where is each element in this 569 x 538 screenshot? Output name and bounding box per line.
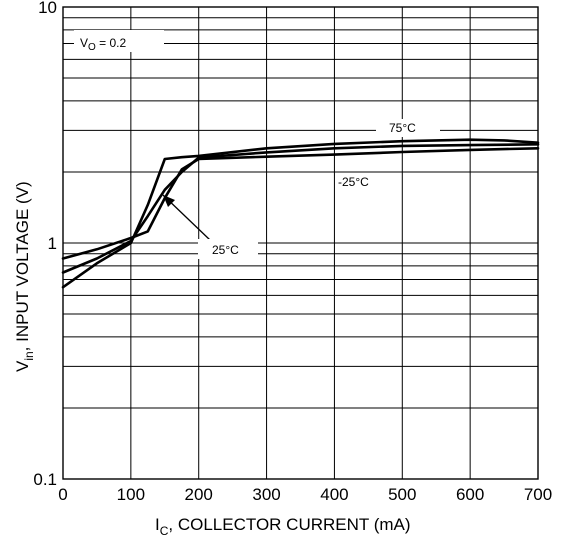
grid bbox=[62, 7, 539, 479]
x-tick-label: 300 bbox=[252, 485, 280, 504]
label-75-bg bbox=[376, 119, 440, 137]
arrow-25-head bbox=[163, 195, 175, 207]
series-label-minus25: -25°C bbox=[338, 175, 369, 189]
series-label-75: 75°C bbox=[389, 121, 416, 135]
y-tick-label: 0.1 bbox=[33, 470, 57, 489]
series-lines bbox=[61, 138, 540, 289]
y-axis-label: Vin, INPUT VOLTAGE (V) bbox=[13, 181, 36, 372]
plot-border bbox=[62, 6, 539, 480]
series-line bbox=[61, 143, 540, 274]
x-tick-label: 600 bbox=[456, 485, 484, 504]
annotations: VO = 0.2 75°C -25°C 25°C bbox=[74, 30, 440, 259]
x-tick-label: 100 bbox=[117, 485, 145, 504]
label-25-bg bbox=[198, 239, 258, 259]
series-line bbox=[61, 147, 540, 260]
x-tick-labels: 0 100 200 300 400 500 600 700 bbox=[58, 485, 552, 504]
x-axis-label: IC, COLLECTOR CURRENT (mA) bbox=[155, 515, 411, 538]
condition-label: VO = 0.2 bbox=[80, 36, 126, 53]
y-tick-label: 1 bbox=[48, 234, 57, 253]
condition-box bbox=[74, 30, 164, 52]
series-line bbox=[61, 138, 540, 289]
x-tick-label: 700 bbox=[524, 485, 552, 504]
x-tick-label: 400 bbox=[320, 485, 348, 504]
x-tick-label: 200 bbox=[185, 485, 213, 504]
series-label-25: 25°C bbox=[212, 243, 239, 257]
x-tick-label: 500 bbox=[388, 485, 416, 504]
x-tick-label: 0 bbox=[58, 485, 67, 504]
y-tick-label: 10 bbox=[38, 0, 57, 17]
y-tick-labels: 0.1 1 10 bbox=[33, 0, 57, 489]
